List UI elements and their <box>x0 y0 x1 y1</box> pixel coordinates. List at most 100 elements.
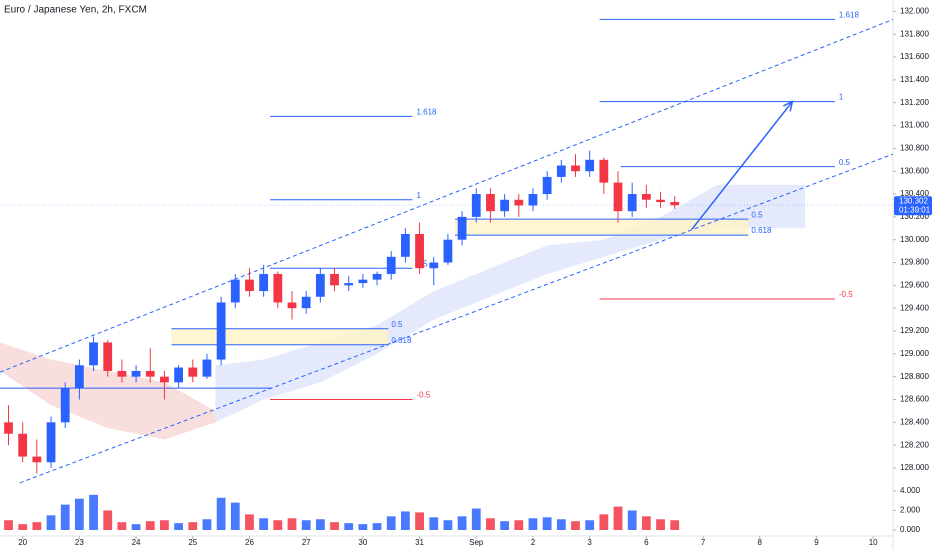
candle-body <box>46 422 56 463</box>
candle-body <box>103 342 113 371</box>
last-price-tag <box>894 196 932 216</box>
candle-body <box>372 273 382 280</box>
candle-body <box>358 279 368 284</box>
volume-bar <box>571 521 580 530</box>
volume-bar <box>556 519 566 530</box>
candle-body <box>4 422 13 434</box>
y-tick-label: 131.600 <box>900 52 929 61</box>
y-tick-label: 131.000 <box>900 121 929 130</box>
fib-label: 1 <box>839 93 844 102</box>
y-tick-label: 128.800 <box>900 372 929 381</box>
volume-bar <box>315 519 325 530</box>
x-tick-label: 23 <box>75 538 84 547</box>
candle-body <box>457 216 467 240</box>
x-tick-label: Sep <box>469 538 484 547</box>
volume-bar <box>259 518 269 530</box>
candle-body <box>656 199 665 203</box>
candle-body <box>585 159 595 172</box>
x-tick-label: 2 <box>531 538 536 547</box>
ichimoku-cloud <box>215 184 806 423</box>
volume-bar <box>18 524 28 530</box>
volume-bar <box>542 517 552 530</box>
y-tick-label: 129.400 <box>900 303 929 312</box>
candle-body <box>230 279 240 303</box>
volume-bar <box>400 511 410 530</box>
volume-bar <box>372 523 382 530</box>
x-tick-label: 30 <box>358 538 367 547</box>
candle-body <box>202 359 212 377</box>
y-tick-label: 128.200 <box>900 440 929 449</box>
candle-body <box>556 165 566 177</box>
volume-bar <box>60 504 70 530</box>
candle-body <box>471 194 481 217</box>
volume-bar <box>74 498 84 530</box>
volume-bar <box>89 494 98 530</box>
fib-label: 1.618 <box>416 108 437 117</box>
y-tick-label: 128.000 <box>900 463 929 472</box>
candle-body <box>315 273 325 297</box>
volume-bar <box>32 522 42 530</box>
candle-body <box>117 370 127 377</box>
volume-bar <box>641 516 651 530</box>
fib-label: 1 <box>416 191 421 200</box>
y-tick-label: 130.800 <box>900 143 929 152</box>
candle-body <box>599 159 609 183</box>
y-tick-label: 131.800 <box>900 29 929 38</box>
fib-label: 0.618 <box>751 226 772 235</box>
candle-body <box>216 302 226 360</box>
candle-body <box>400 233 410 257</box>
candle-body <box>528 194 538 206</box>
volume-bar <box>330 522 339 530</box>
x-tick-label: 26 <box>245 538 254 547</box>
y-tick-label: 132.000 <box>900 7 929 16</box>
y-tick-label: 129.000 <box>900 349 929 358</box>
volume-bar <box>131 524 141 530</box>
candle-body <box>174 367 183 383</box>
y-tick-label: 130.200 <box>900 212 929 221</box>
candle-body <box>542 176 552 195</box>
y-tick-label: 129.600 <box>900 280 929 289</box>
volume-bar <box>46 515 56 530</box>
candle-body <box>500 199 510 212</box>
y-tick-label: 129.200 <box>900 326 929 335</box>
volume-bar <box>627 510 637 530</box>
fib-label: 0.5 <box>391 320 403 329</box>
candle-body <box>89 342 98 366</box>
arrow <box>691 101 793 230</box>
volume-bar <box>656 519 665 530</box>
volume-bar <box>301 520 311 530</box>
candle-body <box>145 370 155 377</box>
candle-body <box>486 194 495 212</box>
candle-body <box>18 433 28 457</box>
volume-bar <box>174 523 183 530</box>
x-tick-label: 10 <box>869 538 878 547</box>
trend-channel <box>19 153 894 484</box>
volume-bar <box>443 520 453 530</box>
fib-label: 0.5 <box>751 210 763 219</box>
candle-body <box>386 256 396 274</box>
volume-tick-label: 2.000 <box>900 506 921 515</box>
fib-label: 0.5 <box>839 158 851 167</box>
candle-body <box>273 273 283 303</box>
candle-body <box>74 365 84 389</box>
volume-bar <box>188 522 198 530</box>
y-tick-label: 128.400 <box>900 417 929 426</box>
plot: 0.50.6180.50.6181.61810.5-0.51.61810.5-0… <box>0 7 932 547</box>
volume-bar <box>344 523 354 530</box>
volume-bar <box>287 518 297 530</box>
fib-label: 1.618 <box>839 11 860 20</box>
arrow-head <box>783 100 794 112</box>
volume-tick-label: 0.000 <box>900 525 921 534</box>
candle-body <box>627 194 637 212</box>
candle-body <box>670 202 680 206</box>
y-tick-label: 131.400 <box>900 75 929 84</box>
candle-body <box>429 262 439 269</box>
x-tick-label: 8 <box>758 538 763 547</box>
volume-bar <box>358 524 368 530</box>
x-tick-label: 9 <box>814 538 819 547</box>
candle-body <box>613 182 623 212</box>
candle-body <box>131 370 141 377</box>
ichimoku-cloud <box>0 342 216 440</box>
volume-bar <box>415 512 424 530</box>
